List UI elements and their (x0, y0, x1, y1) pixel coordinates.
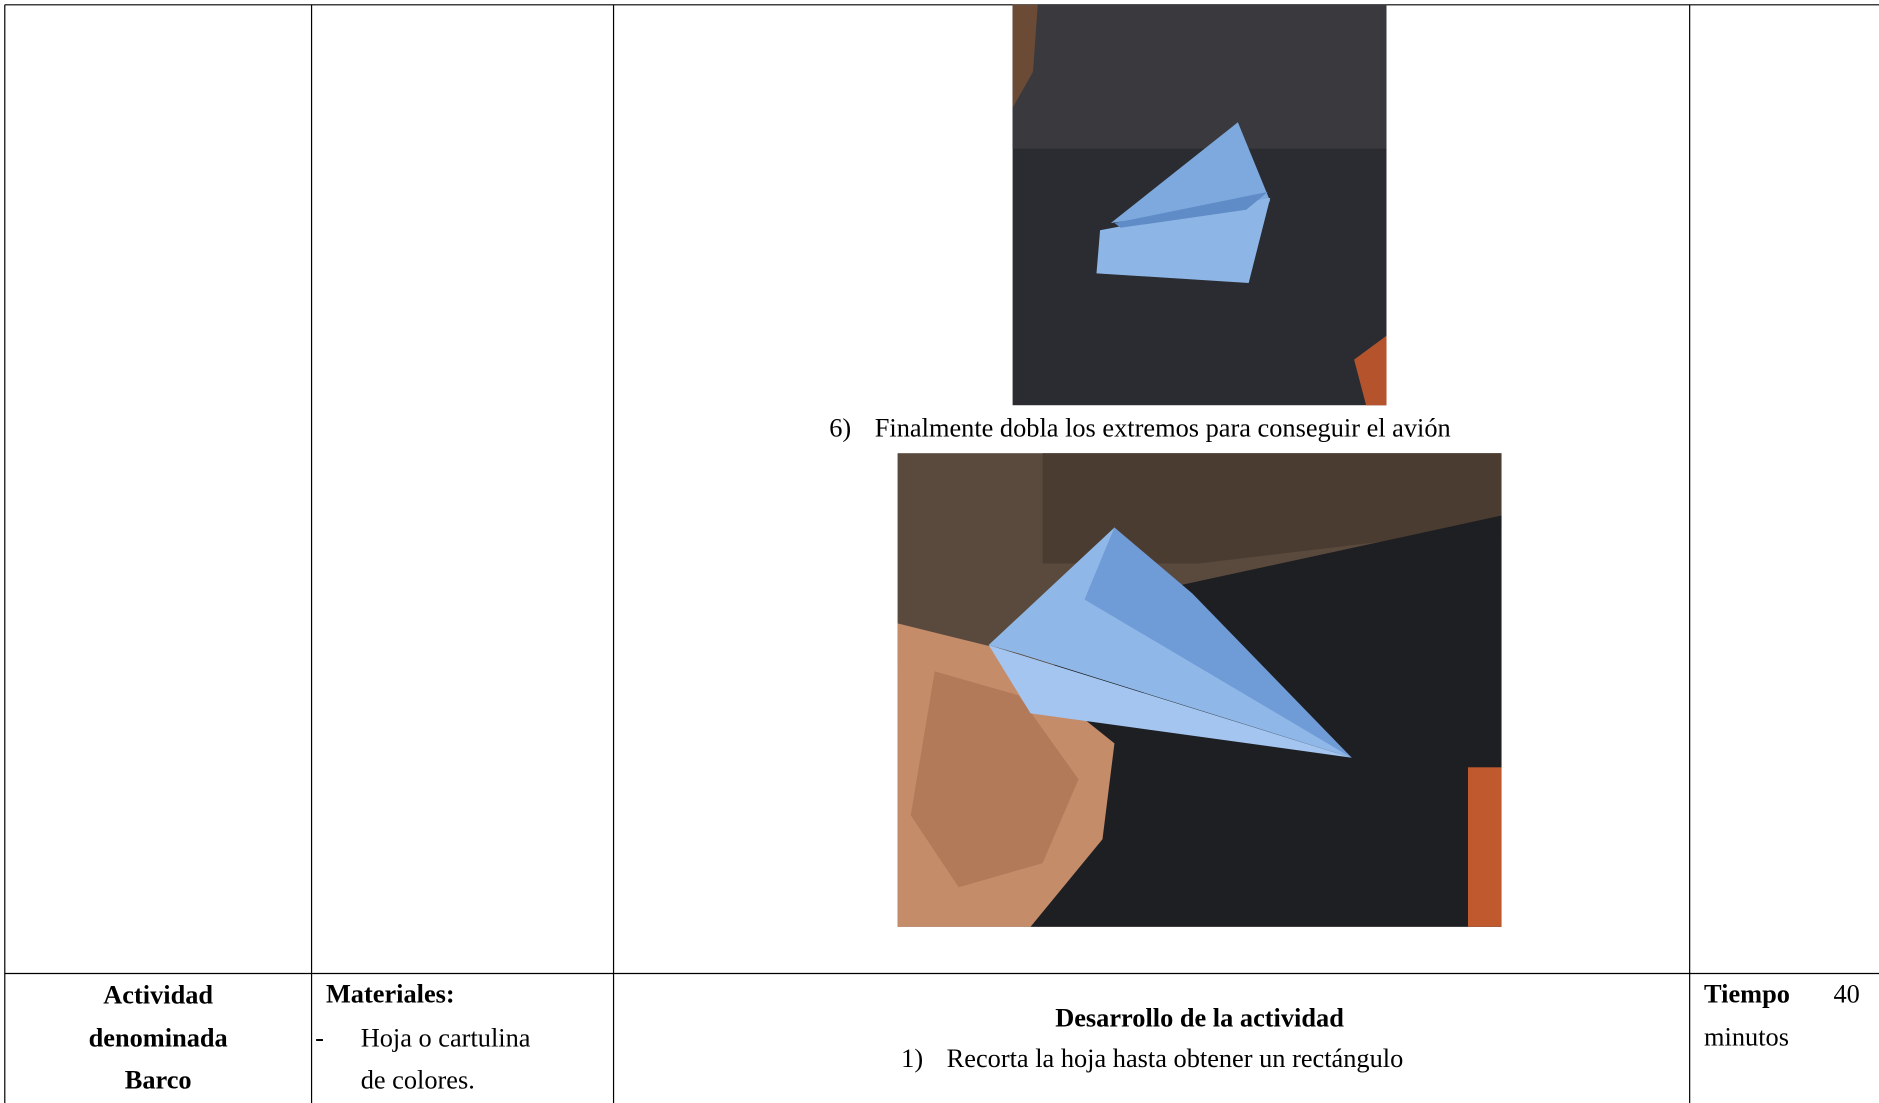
time-value: 40 (1833, 979, 1859, 1008)
step-text: Recorta la hoja hasta obtener un rectáng… (947, 1044, 1404, 1073)
materials-item: de colores. (361, 1066, 475, 1095)
step-text: Finalmente dobla los extremos para conse… (875, 413, 1451, 442)
time-label: Tiempo (1704, 979, 1790, 1008)
table-borders (4, 4, 1879, 1103)
step-number: 1) (901, 1044, 923, 1073)
materials-item: Hoja o cartulina (361, 1024, 531, 1053)
development-title: Desarrollo de la actividad (1055, 1003, 1344, 1032)
activity-line: denominada (89, 1024, 228, 1053)
activity-line: Actividad (103, 981, 213, 1010)
time-unit: minutos (1704, 1023, 1789, 1052)
activity-line: Barco (125, 1066, 192, 1095)
step-number: 6) (829, 413, 851, 442)
photo-folded-paper (1012, 4, 1387, 406)
materials-title: Materiales: (326, 979, 455, 1008)
materials-bullet: - (315, 1024, 324, 1053)
photo-paper-plane (897, 453, 1502, 927)
